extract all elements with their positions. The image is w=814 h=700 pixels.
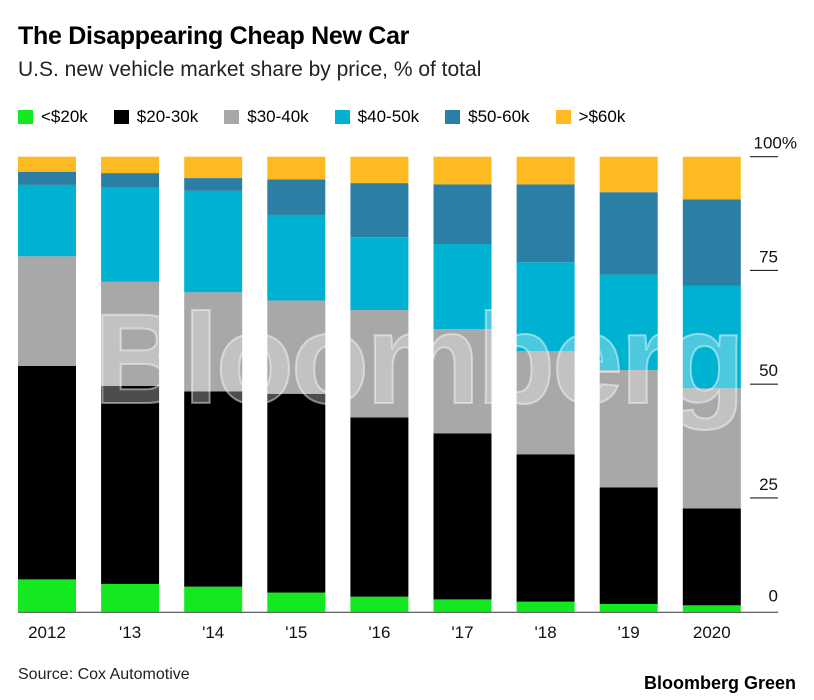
y-tick-label: 0	[769, 587, 778, 606]
bar-segment	[184, 586, 243, 612]
bar-segment	[516, 156, 575, 185]
bar-segment	[101, 386, 160, 584]
bar-segment	[18, 156, 76, 172]
legend-swatch	[18, 110, 33, 124]
bar-segment	[184, 391, 243, 587]
bar-segment	[599, 156, 658, 193]
bar-segment	[350, 237, 409, 311]
bar-segment	[267, 592, 326, 612]
bar-segment	[682, 285, 741, 389]
bar-segment	[599, 370, 658, 488]
bar-segment	[516, 262, 575, 351]
bar-segment	[516, 454, 575, 602]
bar-segment	[682, 508, 741, 606]
legend-label: $20-30k	[136, 107, 199, 126]
bar-segment	[516, 350, 575, 455]
bar-segment	[101, 187, 160, 282]
chart-subtitle: U.S. new vehicle market share by price, …	[18, 58, 482, 81]
x-tick-label: '17	[451, 623, 473, 642]
legend-label: $40-50k	[357, 107, 420, 126]
bar-segment	[184, 190, 243, 293]
x-tick-label: '18	[535, 623, 557, 642]
bar-segment	[599, 274, 658, 371]
bar-segment	[184, 156, 243, 179]
y-tick-label: 75	[759, 247, 778, 266]
bar-segment	[516, 601, 575, 612]
bar-segment	[101, 156, 160, 174]
bar-segment	[682, 605, 741, 612]
bar-segment	[433, 244, 492, 330]
x-tick-label: '14	[202, 623, 224, 642]
legend-item: <$20k	[18, 107, 88, 127]
bar-segment	[267, 393, 326, 593]
bar-segment	[682, 156, 741, 200]
legend-item: >$60k	[555, 107, 626, 127]
bar-segment	[433, 329, 492, 434]
bar-segment	[18, 579, 76, 612]
bar-segment	[267, 214, 326, 301]
x-tick-label: '15	[285, 623, 307, 642]
bar-segment	[350, 417, 409, 597]
bar-segment	[267, 179, 326, 215]
bar-segment	[433, 433, 492, 600]
legend-swatch	[445, 110, 461, 124]
legend-item: $40-50k	[334, 107, 420, 127]
legend: <$20k $20-30k $30-40k $40-50k $50-60k >$60k	[18, 107, 651, 127]
bar-segment	[516, 184, 575, 263]
legend-label: $30-40k	[247, 107, 309, 126]
x-tick-label: 2012	[28, 623, 66, 642]
legend-item: $20-30k	[113, 107, 199, 127]
legend-swatch	[334, 110, 350, 124]
bar-segment	[18, 171, 76, 185]
legend-swatch	[113, 110, 129, 124]
y-tick-label: 100%	[754, 134, 797, 153]
bar-segment	[18, 366, 76, 580]
bar-segment	[18, 256, 76, 366]
legend-item: $30-40k	[224, 107, 309, 127]
bar-segment	[267, 156, 326, 180]
bar-segment	[101, 583, 160, 612]
x-tick-label: '19	[618, 623, 640, 642]
legend-label: $50-60k	[468, 107, 530, 126]
bar-segment	[599, 192, 658, 275]
bar-segment	[350, 596, 409, 612]
source-note: Source: Cox Automotive	[18, 666, 190, 683]
bar-segment	[184, 178, 243, 191]
bar-segment	[184, 292, 243, 392]
bar-segment	[599, 487, 658, 604]
y-tick-label: 25	[759, 475, 778, 494]
y-tick-label: 50	[759, 361, 778, 380]
watermark-logo: Bloomberg	[94, 288, 743, 431]
bar-segment	[18, 184, 76, 257]
legend-label: <$20k	[41, 107, 88, 126]
bar-segment	[433, 599, 492, 612]
bar-segment	[433, 156, 492, 185]
brand-logo: Bloomberg Green	[643, 673, 796, 693]
bar-segment	[267, 300, 326, 394]
legend-item: $50-60k	[445, 107, 530, 127]
bar-segment	[433, 184, 492, 245]
bar-segment	[350, 156, 409, 184]
x-tick-label: 2020	[693, 623, 731, 642]
bar-segment	[682, 388, 741, 509]
bar-segment	[599, 603, 658, 612]
bar-segment	[101, 281, 160, 387]
x-tick-label: '16	[368, 623, 390, 642]
legend-swatch	[224, 110, 240, 124]
bar-segment	[682, 199, 741, 286]
bar-segment	[350, 183, 409, 238]
legend-label: >$60k	[578, 107, 626, 126]
legend-swatch	[555, 110, 571, 124]
chart-title: The Disappearing Cheap New Car	[18, 22, 410, 50]
bar-segment	[350, 310, 409, 418]
bar-segment	[101, 173, 160, 188]
x-tick-label: '13	[119, 623, 141, 642]
